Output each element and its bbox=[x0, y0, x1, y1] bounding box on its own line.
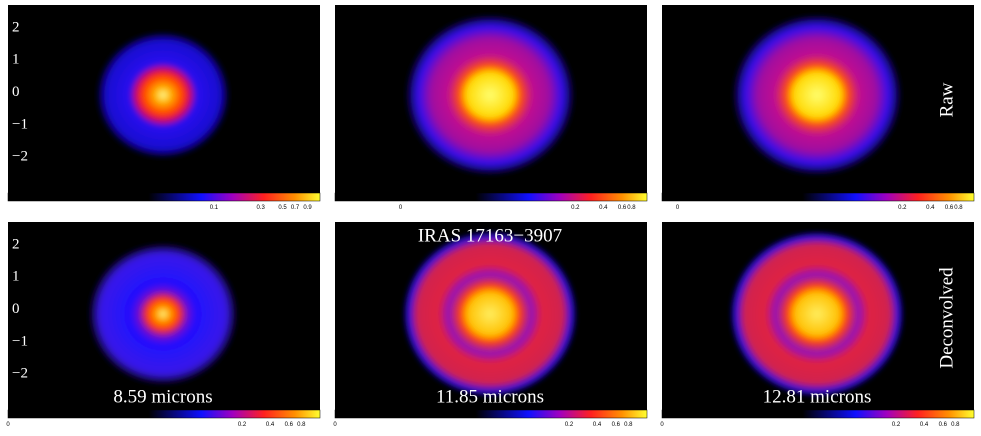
colorbar-tick-label: 0.8 bbox=[624, 422, 633, 428]
colorbar bbox=[661, 192, 975, 202]
colorbar bbox=[661, 409, 975, 419]
nebula bbox=[97, 32, 229, 158]
y-tick-label: −1 bbox=[12, 116, 28, 132]
colorbar-tick-label: 0.8 bbox=[627, 205, 636, 211]
colorbar-tick-label: 0.2 bbox=[892, 422, 901, 428]
y-tick-label: 2 bbox=[12, 236, 20, 252]
y-tick-label: −2 bbox=[12, 366, 28, 382]
y-tick-label: 0 bbox=[12, 84, 20, 100]
nebula bbox=[404, 232, 576, 396]
colorbar-tick-label: 0 bbox=[333, 422, 337, 428]
colorbar-tick-label: 0.4 bbox=[599, 205, 608, 211]
colorbar-tick-label: 0.7 bbox=[291, 205, 300, 211]
colorbar-tick-label: 0.8 bbox=[954, 205, 963, 211]
nebula bbox=[731, 232, 903, 396]
colorbar bbox=[334, 409, 648, 419]
colorbar-tick-label: 0.4 bbox=[926, 205, 935, 211]
colorbar-tick-label: 0.9 bbox=[303, 205, 312, 211]
colorbar-tick-label: 0.8 bbox=[951, 422, 960, 428]
y-tick-label: 1 bbox=[12, 269, 20, 285]
wavelength-caption: 8.59 microns bbox=[113, 386, 212, 407]
colorbar-tick-label: 0.5 bbox=[278, 205, 287, 211]
colorbar-tick-label: 0.4 bbox=[593, 422, 602, 428]
colorbar-tick-label: 0.4 bbox=[266, 422, 275, 428]
colorbar bbox=[7, 409, 321, 419]
y-tick-label: 1 bbox=[12, 52, 20, 68]
figure-title: IRAS 17163−3907 bbox=[418, 225, 562, 246]
nebula bbox=[733, 15, 901, 175]
colorbar-tick-label: 0.8 bbox=[297, 422, 306, 428]
colorbar-tick-label: 0 bbox=[6, 422, 10, 428]
colorbar-tick-label: 0.6 bbox=[612, 422, 621, 428]
nebula bbox=[89, 243, 237, 385]
colorbar-tick-label: 0.3 bbox=[257, 205, 266, 211]
colorbar-tick-label: 0.4 bbox=[920, 422, 929, 428]
nebula bbox=[406, 15, 574, 175]
colorbar-tick-label: 0.6 bbox=[939, 422, 948, 428]
y-tick-label: 2 bbox=[12, 19, 20, 35]
colorbar-tick-label: 0.6 bbox=[285, 422, 294, 428]
y-tick-label: −1 bbox=[12, 333, 28, 349]
wavelength-caption: 11.85 microns bbox=[436, 386, 544, 407]
wavelength-caption: 12.81 microns bbox=[763, 386, 872, 407]
colorbar-tick-label: 0.1 bbox=[210, 205, 219, 211]
colorbar-tick-label: 0.2 bbox=[565, 422, 574, 428]
colorbar-tick-label: 0 bbox=[399, 205, 403, 211]
row-label: Raw bbox=[936, 82, 957, 117]
colorbar bbox=[334, 192, 648, 202]
colorbar-tick-label: 0.2 bbox=[238, 422, 247, 428]
colorbar bbox=[7, 192, 321, 202]
colorbar-tick-label: 0.2 bbox=[571, 205, 580, 211]
colorbar-tick-label: 0.6 bbox=[945, 205, 954, 211]
colorbar-tick-label: 0.2 bbox=[898, 205, 907, 211]
row-label: Deconvolved bbox=[936, 267, 957, 369]
colorbar-tick-label: 0 bbox=[660, 422, 664, 428]
colorbar-tick-label: 0.6 bbox=[618, 205, 627, 211]
colorbar-tick-label: 0 bbox=[676, 205, 680, 211]
y-tick-label: −2 bbox=[12, 149, 28, 165]
y-tick-label: 0 bbox=[12, 301, 20, 317]
